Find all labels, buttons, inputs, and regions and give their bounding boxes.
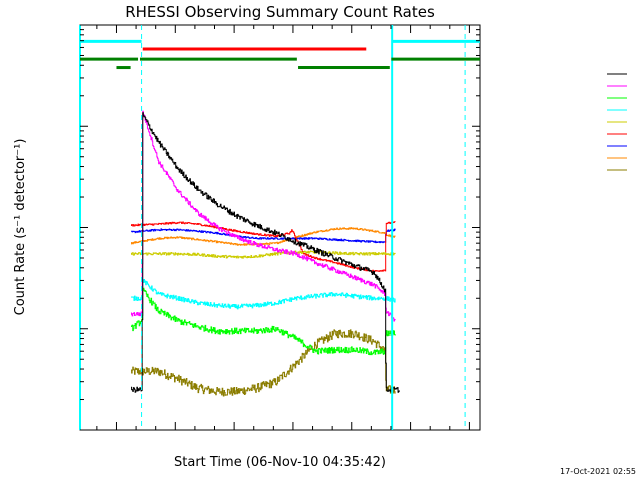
plot-frame	[79, 24, 481, 431]
series-line-5	[130, 221, 396, 273]
x-axis-ticks	[96, 25, 470, 430]
series-line-8	[130, 329, 396, 397]
series-line-1	[130, 110, 396, 322]
series-line-4	[130, 250, 396, 259]
series-line-2	[130, 287, 396, 356]
series-line-0	[130, 112, 400, 393]
series-line-3	[130, 278, 396, 310]
y-axis-ticks	[80, 24, 480, 431]
plot-area	[79, 24, 481, 431]
x-axis-label: Start Time (06-Nov-10 04:35:42)	[174, 455, 386, 470]
series-line-7	[130, 227, 396, 246]
series-line-6	[130, 228, 396, 244]
chart-title: RHESSI Observing Summary Count Rates	[125, 3, 435, 21]
y-axis-label: Count Rate (s⁻¹ detector⁻¹)	[13, 139, 28, 316]
legend	[607, 73, 627, 171]
timestamp: 17-Oct-2021 02:55	[560, 467, 636, 476]
